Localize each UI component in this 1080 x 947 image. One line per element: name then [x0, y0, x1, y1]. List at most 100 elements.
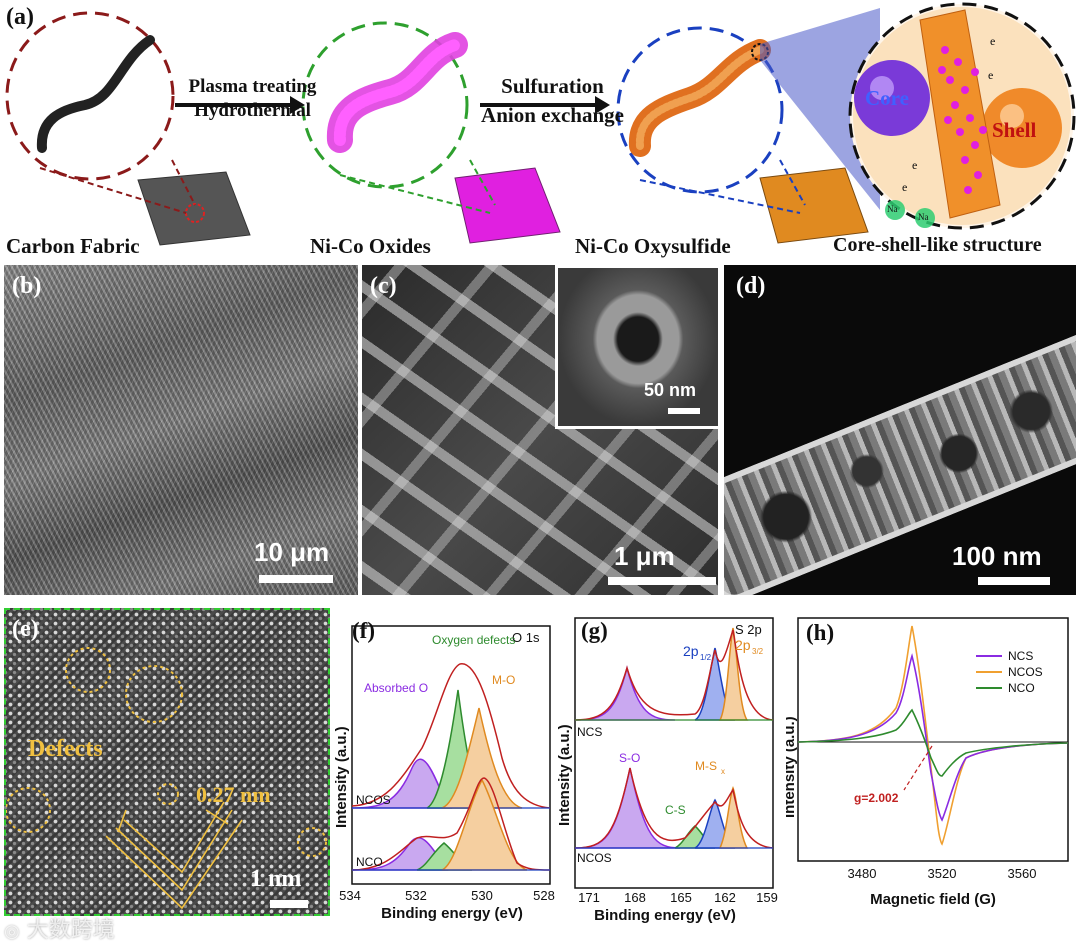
nco-envelope — [351, 777, 551, 871]
carbon-fabric-sheet — [137, 171, 251, 246]
panel-g-xps-s2p: (g) S 2p 2p 1/2 2p 3/2 S-O M-S x C-S NCS… — [556, 617, 778, 924]
panel-b-label: (b) — [12, 273, 42, 299]
panel-e-defects-text: Defects — [28, 736, 103, 762]
epr-curve-nco — [797, 708, 1069, 777]
panel-c-inset-scale-bar — [668, 408, 700, 414]
stage-caption-oxides: Ni-Co Oxides — [310, 234, 431, 258]
panel-g-xtick-0: 171 — [578, 890, 600, 905]
shell-sphere — [982, 88, 1062, 168]
panel-g-xtick-2: 165 — [670, 890, 692, 905]
carbon-fiber — [36, 35, 155, 153]
panel-f-xtick-3: 528 — [533, 888, 555, 903]
ncos-ms-2p32-peak — [718, 785, 749, 849]
defect-circle-3 — [6, 787, 51, 833]
panel-h-xtick-2: 3560 — [1008, 866, 1037, 881]
panel-f-xps-o1s: (f) O 1s Absorbed O Oxygen defects M-O N… — [333, 618, 555, 922]
panel-g-ann-so: S-O — [619, 751, 640, 765]
step1-line2: Hydrothermal — [194, 100, 311, 121]
panel-b-scale-text: 10 μm — [254, 537, 330, 567]
watermark-logo-icon: ◎ — [4, 921, 20, 942]
panel-a-label: (a) — [6, 4, 34, 30]
panel-g-title: S 2p — [735, 622, 762, 637]
zoom-wedge — [760, 8, 880, 210]
panel-f-xtick-0: 534 — [339, 888, 361, 903]
panel-h-legend: NCS NCOS NCO — [976, 649, 1043, 695]
panel-g-ann-2p32: 2p — [735, 637, 751, 653]
panel-g-ann-ms-sub: x — [721, 767, 725, 776]
na-ion-2 — [915, 208, 935, 228]
shell-label: Shell — [992, 118, 1037, 142]
na-ion-1 — [885, 200, 905, 220]
panel-g-xlabel: Binding energy (eV) — [594, 907, 736, 924]
panel-f-ann-defects: Oxygen defects — [432, 633, 515, 647]
nanorod — [919, 9, 1001, 219]
na-label-2: Na — [918, 212, 929, 222]
oxide-fiber-circle — [301, 21, 469, 189]
watermark-text: 大数跨境 — [26, 918, 115, 943]
panel-f-sample-top: NCOS — [356, 793, 391, 807]
panel-h-ylabel: Intensity (a.u.) — [786, 716, 798, 818]
na-label-1: Na — [887, 204, 898, 214]
panel-b-scale-bar — [259, 575, 333, 583]
panel-g-xtick-3: 162 — [714, 890, 736, 905]
stage-caption-oxysulfide: Ni-Co Oxysulfide — [575, 234, 731, 258]
panel-g-label: (g) — [581, 618, 608, 643]
panel-g-ann-ms: M-S — [695, 759, 717, 773]
oxide-fabric-sheet — [454, 167, 561, 244]
panel-g-sample-bottom: NCOS — [577, 851, 612, 865]
panel-c-inset: 50 nm — [555, 265, 718, 429]
core-label: Core — [865, 86, 909, 110]
epr-curve-ncs — [797, 653, 1069, 822]
stage-caption-carbon: Carbon Fabric — [6, 234, 140, 258]
panel-h-epr: (h) g=2.002 NCS NCOS NCO Intensity (a.u.… — [786, 617, 1069, 908]
panel-a: (a) — [0, 0, 1080, 262]
panel-f-frame — [351, 625, 551, 885]
oxysulfide-fiber-circle — [616, 26, 784, 194]
panel-f-ylabel: Intensity (a.u.) — [333, 726, 350, 828]
panel-d-scale-bar — [978, 577, 1050, 585]
panel-h-frame — [797, 617, 1069, 862]
panel-e-scale-bar — [270, 900, 308, 908]
panel-f-ann-mo: M-O — [492, 673, 515, 687]
active-sites — [938, 46, 987, 194]
panel-g-xtick-1: 168 — [624, 890, 646, 905]
panel-f-title: O 1s — [512, 630, 540, 645]
step2-line2: Anion exchange — [481, 103, 624, 127]
carbon-fiber-circle — [5, 11, 175, 181]
panel-e-scale-text: 1 nm — [250, 866, 302, 892]
panel-a-schematic — [5, 2, 1076, 246]
panel-g-xtick-4: 159 — [756, 890, 778, 905]
panel-f-xlabel: Binding energy (eV) — [381, 905, 523, 922]
panel-d-scale-text: 100 nm — [952, 541, 1042, 571]
defect-circle-1 — [65, 647, 111, 693]
step1-line1: Plasma treating — [188, 76, 317, 97]
panel-f-xtick-2: 530 — [471, 888, 493, 903]
panel-e-label: (e) — [12, 616, 39, 642]
panel-g-ylabel: Intensity (a.u.) — [556, 724, 573, 826]
panel-c-scale-text: 1 μm — [614, 541, 675, 571]
panel-c-sem-image: (c) 50 nm 1 μm — [362, 265, 718, 595]
ncos-mo-peak — [441, 707, 523, 809]
stage-caption-core-shell: Core-shell-like structure — [833, 234, 1042, 256]
defect-circle-5 — [297, 827, 327, 857]
panel-e-spacing-text: 0.27 nm — [196, 782, 271, 807]
panel-g-ann-cs: C-S — [665, 803, 686, 817]
panel-c-inset-scale-text: 50 nm — [644, 380, 697, 400]
ncs-2p32-peak — [718, 627, 749, 721]
defect-circle-4 — [157, 783, 179, 805]
panel-b-sem-image: (b) 10 μm — [4, 265, 358, 595]
panel-h-xlabel: Magnetic field (G) — [870, 891, 996, 908]
electron-label-2: e — [988, 68, 994, 82]
panel-g-ann-2p12: 2p — [683, 643, 699, 659]
panel-h-g-value: g=2.002 — [854, 791, 899, 805]
core-sphere — [854, 60, 930, 136]
legend-nco: NCO — [1008, 681, 1035, 695]
panel-f-label: (f) — [352, 618, 375, 643]
panel-c-label: (c) — [370, 273, 397, 299]
panel-c-scale-bar — [608, 577, 716, 585]
panel-f-sample-bottom: NCO — [356, 855, 383, 869]
panel-e-hrtem-image: (e) Defects 0.27 nm 1 nm — [4, 608, 330, 916]
panel-h-xtick-0: 3480 — [848, 866, 877, 881]
panel-h-xtick-1: 3520 — [928, 866, 957, 881]
electron-label-1: e — [990, 34, 996, 48]
